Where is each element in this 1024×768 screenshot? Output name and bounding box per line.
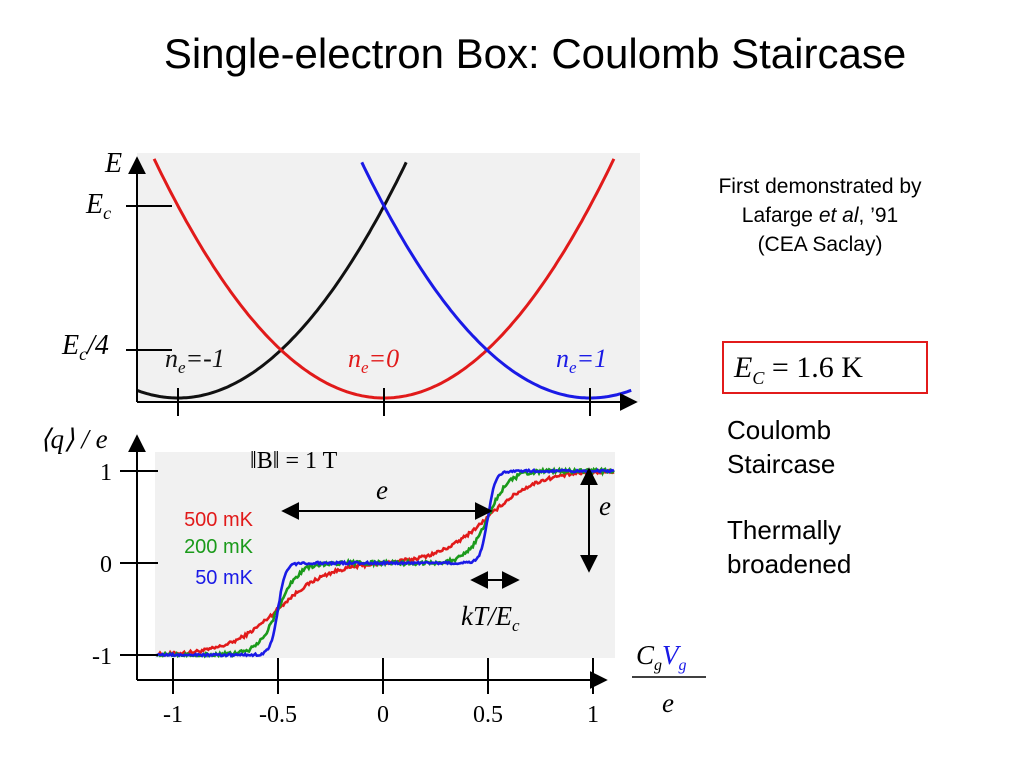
x-axis-label-numerator: CgVg xyxy=(636,640,687,674)
note-line-3: (CEA Saclay) xyxy=(757,233,883,256)
ytick-label-ec: Ec xyxy=(85,189,111,223)
staircase-xtick-label: 0.5 xyxy=(473,702,503,728)
legend-50-mk: 50 mK xyxy=(195,567,253,589)
note-line-1: First demonstrated by xyxy=(718,175,922,198)
period-arrow-label: e xyxy=(376,475,388,505)
note-line-2: Lafarge et al, ’91 xyxy=(660,201,980,230)
note-year: , ’91 xyxy=(858,204,899,227)
staircase-y-axis-label: ⟨q⟩ / e xyxy=(40,424,108,454)
first-demonstrated-note: First demonstrated by Lafarge et al, ’91… xyxy=(660,172,980,259)
slide-title: Single-electron Box: Coulomb Staircase xyxy=(163,30,907,77)
ec-value: = 1.6 K xyxy=(771,351,863,384)
magnetic-field-label: ‖B‖ = 1 T xyxy=(250,448,338,474)
staircase-xtick-label: 0 xyxy=(377,702,389,728)
parabola-n1 xyxy=(360,161,632,400)
bullet-staircase-line-2: Staircase xyxy=(727,449,836,479)
energy-axis-label: E xyxy=(104,148,122,179)
staircase-ytick-label: 1 xyxy=(100,460,112,486)
parabola-n-1 xyxy=(136,161,408,400)
series-label-n-1: ne=-1 xyxy=(165,344,225,377)
staircase-xtick-label: -1 xyxy=(163,702,183,728)
ytick-label-ec-quarter: Ec/4 xyxy=(61,330,109,364)
staircase-plot-background xyxy=(155,452,615,658)
note-et-al: et al xyxy=(818,204,859,227)
bullet-broadened-line-2: broadened xyxy=(727,549,852,579)
series-label-n0: ne=0 xyxy=(348,344,399,377)
staircase-ytick-label: -1 xyxy=(92,644,112,670)
legend-200-mk: 200 mK xyxy=(184,536,254,558)
bullet-staircase-line-1: Coulomb xyxy=(727,415,832,445)
charge-step-arrow-label: e xyxy=(599,491,611,521)
staircase-ytick-label: 0 xyxy=(100,552,112,578)
x-axis-label-denominator: e xyxy=(662,688,674,718)
bullet-thermally-broadened: Thermally broadened xyxy=(727,513,851,581)
staircase-xtick-label: -0.5 xyxy=(259,702,297,728)
ec-subscript: C xyxy=(752,368,765,388)
bullet-broadened-line-1: Thermally xyxy=(727,515,842,545)
staircase-series-50-mk xyxy=(155,467,615,658)
charging-energy-box: EC = 1.6 K xyxy=(722,341,928,394)
note-author: Lafarge xyxy=(741,204,819,227)
staircase-chart: -1 -0.5 0 0.5 1 1 0 -1 ⟨q⟩ / e ‖B‖ = 1 T CgVg e 500 … xyxy=(40,424,706,728)
energy-parabola-chart: E Ec Ec/4 ne=-1 ne=0 ne=1 xyxy=(61,148,640,416)
series-label-n1: ne=1 xyxy=(556,344,607,377)
legend-500-mk: 500 mK xyxy=(184,509,254,531)
thermal-width-label: kT/Ec xyxy=(461,601,520,635)
bullet-coulomb-staircase: Coulomb Staircase xyxy=(727,413,835,481)
ec-symbol: E xyxy=(734,351,753,384)
staircase-xtick-label: 1 xyxy=(587,702,599,728)
